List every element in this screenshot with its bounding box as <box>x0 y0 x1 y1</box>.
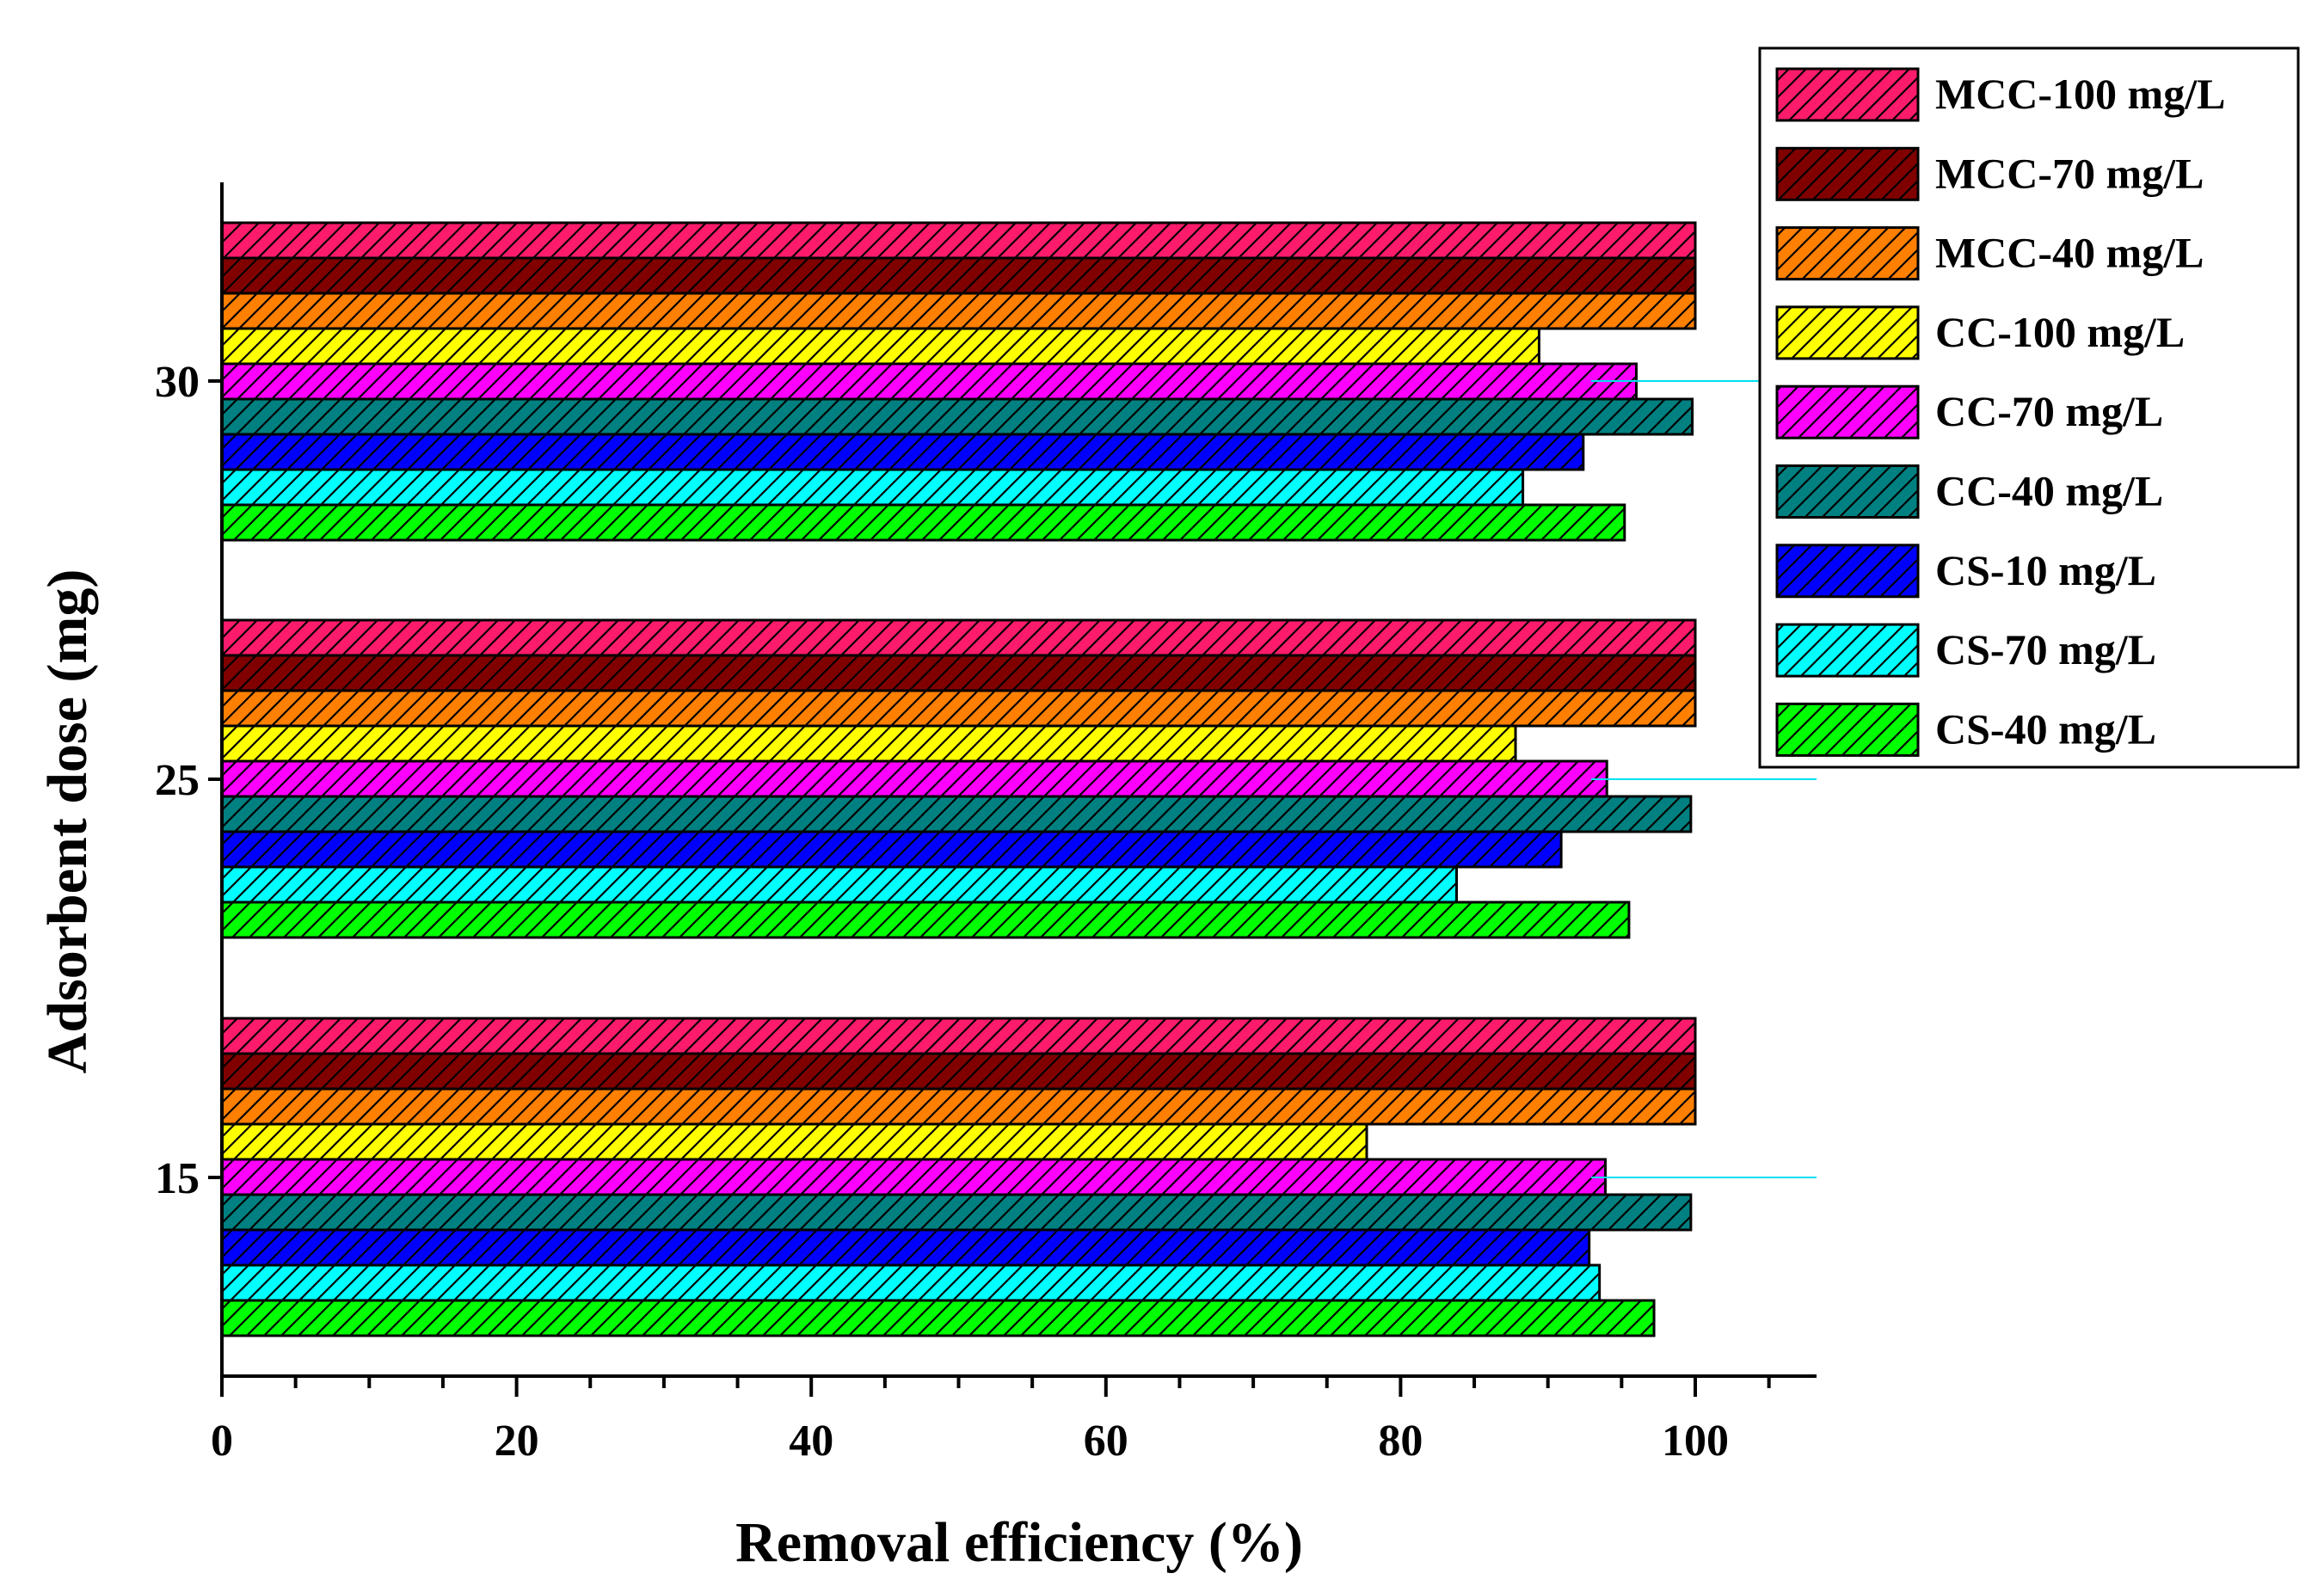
bar-mcc-100-mg-l-dose-30 <box>220 221 1697 260</box>
y-tick-label: 15 <box>155 1154 200 1203</box>
legend-swatch <box>1775 544 1920 599</box>
bar-cc-70-mg-l-dose-30 <box>220 362 1638 401</box>
bar-mcc-100-mg-l-dose-25 <box>220 618 1697 657</box>
bar-cs-40-mg-l-dose-25 <box>220 900 1631 939</box>
bar-cc-70-mg-l-dose-25 <box>220 759 1608 798</box>
x-tick-label: 0 <box>211 1417 233 1466</box>
x-axis-title: Removal efficiency (%) <box>735 1511 1303 1574</box>
bar-cs-40-mg-l-dose-15 <box>220 1299 1656 1337</box>
x-tick-label: 20 <box>495 1417 539 1466</box>
bar-cs-40-mg-l-dose-30 <box>220 503 1626 542</box>
bar-mcc-70-mg-l-dose-15 <box>220 1052 1697 1091</box>
bar-cs-70-mg-l-dose-25 <box>220 865 1458 904</box>
bar-cc-70-mg-l-dose-15 <box>220 1158 1608 1196</box>
x-tick-label: 100 <box>1662 1417 1729 1466</box>
bars-layer <box>220 221 1697 1337</box>
bar-mcc-40-mg-l-dose-30 <box>220 292 1697 330</box>
legend-label: CS-40 mg/L <box>1935 704 2156 753</box>
bar-mcc-40-mg-l-dose-25 <box>220 689 1697 728</box>
legend-label: CS-70 mg/L <box>1935 625 2156 673</box>
bar-cc-100-mg-l-dose-25 <box>220 724 1517 763</box>
bar-mcc-40-mg-l-dose-15 <box>220 1087 1697 1126</box>
legend-label: MCC-40 mg/L <box>1935 229 2204 277</box>
legend-swatch <box>1775 67 1920 122</box>
x-tick-label: 40 <box>789 1417 833 1466</box>
bar-cs-10-mg-l-dose-30 <box>220 433 1585 471</box>
legend-label: MCC-70 mg/L <box>1935 149 2204 197</box>
legend-label: CS-10 mg/L <box>1935 546 2156 594</box>
legend-swatch <box>1775 226 1920 281</box>
bar-cs-10-mg-l-dose-15 <box>220 1228 1591 1267</box>
axes-layer: 0 20 40 60 80 100 15 25 30 Removal efficiency (%)… <box>36 182 1817 1574</box>
legend-swatch <box>1775 305 1920 360</box>
legend-label: CC-100 mg/L <box>1935 308 2185 356</box>
bar-mcc-100-mg-l-dose-15 <box>220 1017 1697 1055</box>
bar-cc-40-mg-l-dose-25 <box>220 795 1693 833</box>
x-tick-label: 60 <box>1084 1417 1128 1466</box>
legend: MCC-100 mg/L MCC-70 mg/L MCC-40 mg/L CC-100… <box>1758 46 2300 769</box>
bar-cs-10-mg-l-dose-25 <box>220 830 1563 869</box>
bar-cs-70-mg-l-dose-15 <box>220 1263 1602 1302</box>
legend-swatch <box>1775 384 1920 439</box>
y-axis-title: Adsorbent dose (mg) <box>36 569 99 1074</box>
bar-cs-70-mg-l-dose-30 <box>220 468 1525 507</box>
bar-cc-100-mg-l-dose-30 <box>220 327 1540 366</box>
legend-swatch <box>1775 623 1920 678</box>
legend-swatch <box>1775 464 1920 519</box>
bar-cc-40-mg-l-dose-15 <box>220 1193 1693 1232</box>
y-tick-label: 25 <box>155 756 200 805</box>
bar-cc-100-mg-l-dose-15 <box>220 1122 1368 1161</box>
legend-swatch <box>1775 146 1920 201</box>
x-tick-label: 80 <box>1378 1417 1423 1466</box>
legend-label: MCC-100 mg/L <box>1935 70 2225 118</box>
legend-label: CC-70 mg/L <box>1935 387 2163 435</box>
bar-cc-40-mg-l-dose-30 <box>220 397 1694 436</box>
y-tick-label: 30 <box>155 358 200 407</box>
bar-mcc-70-mg-l-dose-30 <box>220 256 1697 295</box>
legend-swatch <box>1775 702 1920 757</box>
legend-label: CC-40 mg/L <box>1935 467 2163 515</box>
bar-mcc-70-mg-l-dose-25 <box>220 654 1697 692</box>
